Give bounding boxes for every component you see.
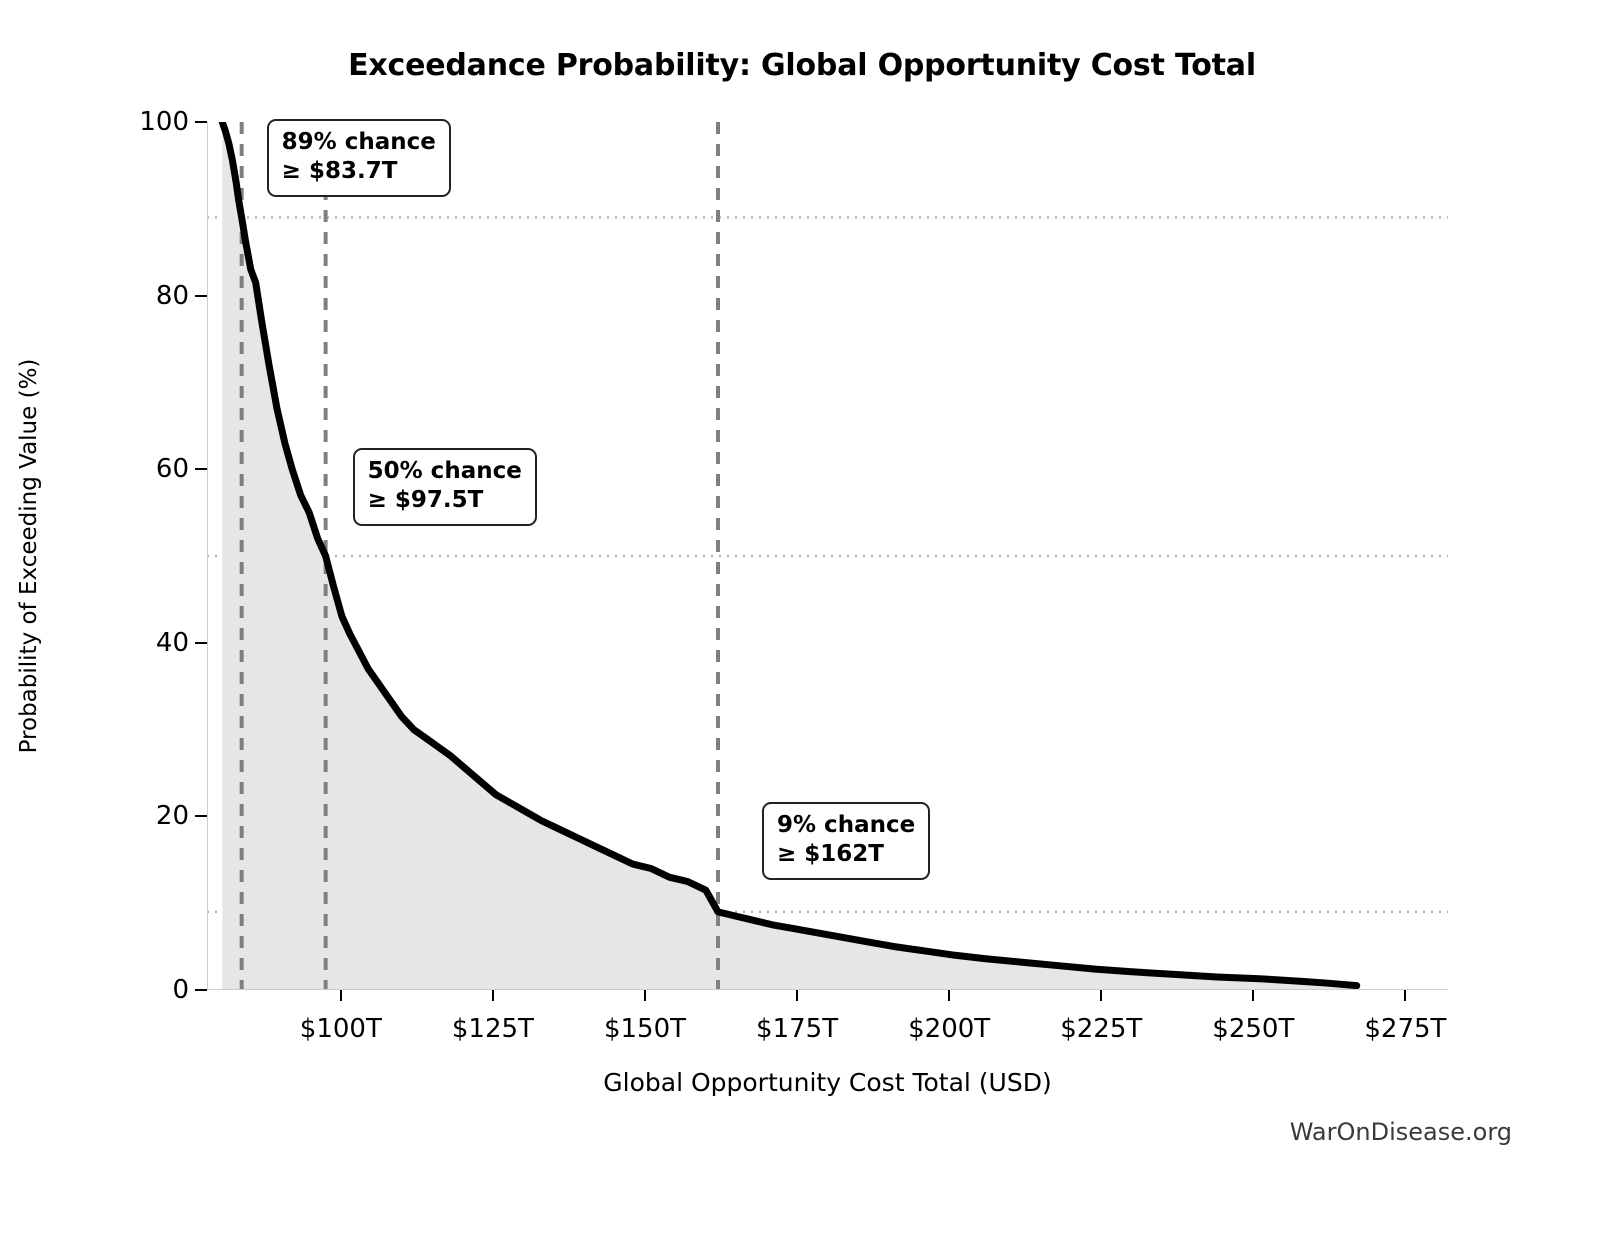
y-tick-mark [195, 468, 207, 471]
y-tick-mark [195, 121, 207, 123]
callout-line-2: ≥ $83.7T [281, 157, 398, 184]
x-tick-label: $100T [299, 1014, 382, 1044]
y-tick-label: 40 [155, 627, 189, 658]
x-tick-label: $250T [1212, 1014, 1295, 1044]
x-tick-mark [1404, 990, 1407, 1001]
curve-area-fill [222, 122, 1357, 990]
callout-line-1: 89% chance [281, 129, 436, 155]
x-axis-title: Global Opportunity Cost Total (USD) [603, 1068, 1052, 1097]
y-tick-label: 100 [139, 107, 189, 137]
y-tick-label: 80 [155, 280, 189, 311]
x-tick-mark [948, 990, 951, 1001]
x-tick-label: $225T [1060, 1014, 1143, 1044]
exceedance-curve-line [218, 122, 1361, 990]
x-tick-label: $125T [451, 1014, 534, 1044]
callout-line-2: ≥ $97.5T [367, 486, 484, 513]
y-tick-mark [195, 989, 207, 991]
y-tick-label: 20 [155, 801, 189, 832]
x-tick-mark [491, 990, 494, 1001]
x-tick-label: $175T [756, 1014, 839, 1044]
y-tick-mark [195, 294, 207, 297]
y-tick-label: 60 [155, 454, 189, 485]
plot-area: Probability of Exceeding Value (%) Globa… [16, 107, 1448, 1097]
callout-line-2: ≥ $162T [777, 840, 884, 867]
annotation-callout-89pct: 89% chance ≥ $83.7T [266, 119, 451, 197]
y-tick-label: 0 [172, 975, 189, 1005]
y-axis-title: Probability of Exceeding Value (%) [16, 358, 42, 754]
x-tick-label: $200T [908, 1014, 991, 1044]
x-tick-mark [796, 990, 799, 1001]
page-title: Exceedance Probability: Global Opportuni… [348, 48, 1256, 83]
x-tick-mark [339, 990, 342, 1001]
site-watermark: WarOnDisease.org [1289, 1118, 1512, 1146]
callout-line-1: 9% chance [777, 811, 916, 838]
y-tick-mark [195, 815, 207, 818]
x-tick-mark [644, 990, 646, 1001]
annotation-callout-50pct: 50% chance ≥ $97.5T [352, 447, 537, 526]
y-tick-mark [195, 641, 207, 644]
x-tick-mark [1252, 990, 1255, 1001]
x-tick-label: $150T [603, 1014, 687, 1044]
x-tick-mark [1100, 990, 1103, 1001]
annotation-callout-9pct: 9% chance ≥ $162T [762, 801, 931, 880]
x-tick-label: $275T [1364, 1014, 1447, 1044]
exceedance-curve-svg [207, 122, 1448, 990]
callout-line-1: 50% chance [367, 457, 522, 484]
